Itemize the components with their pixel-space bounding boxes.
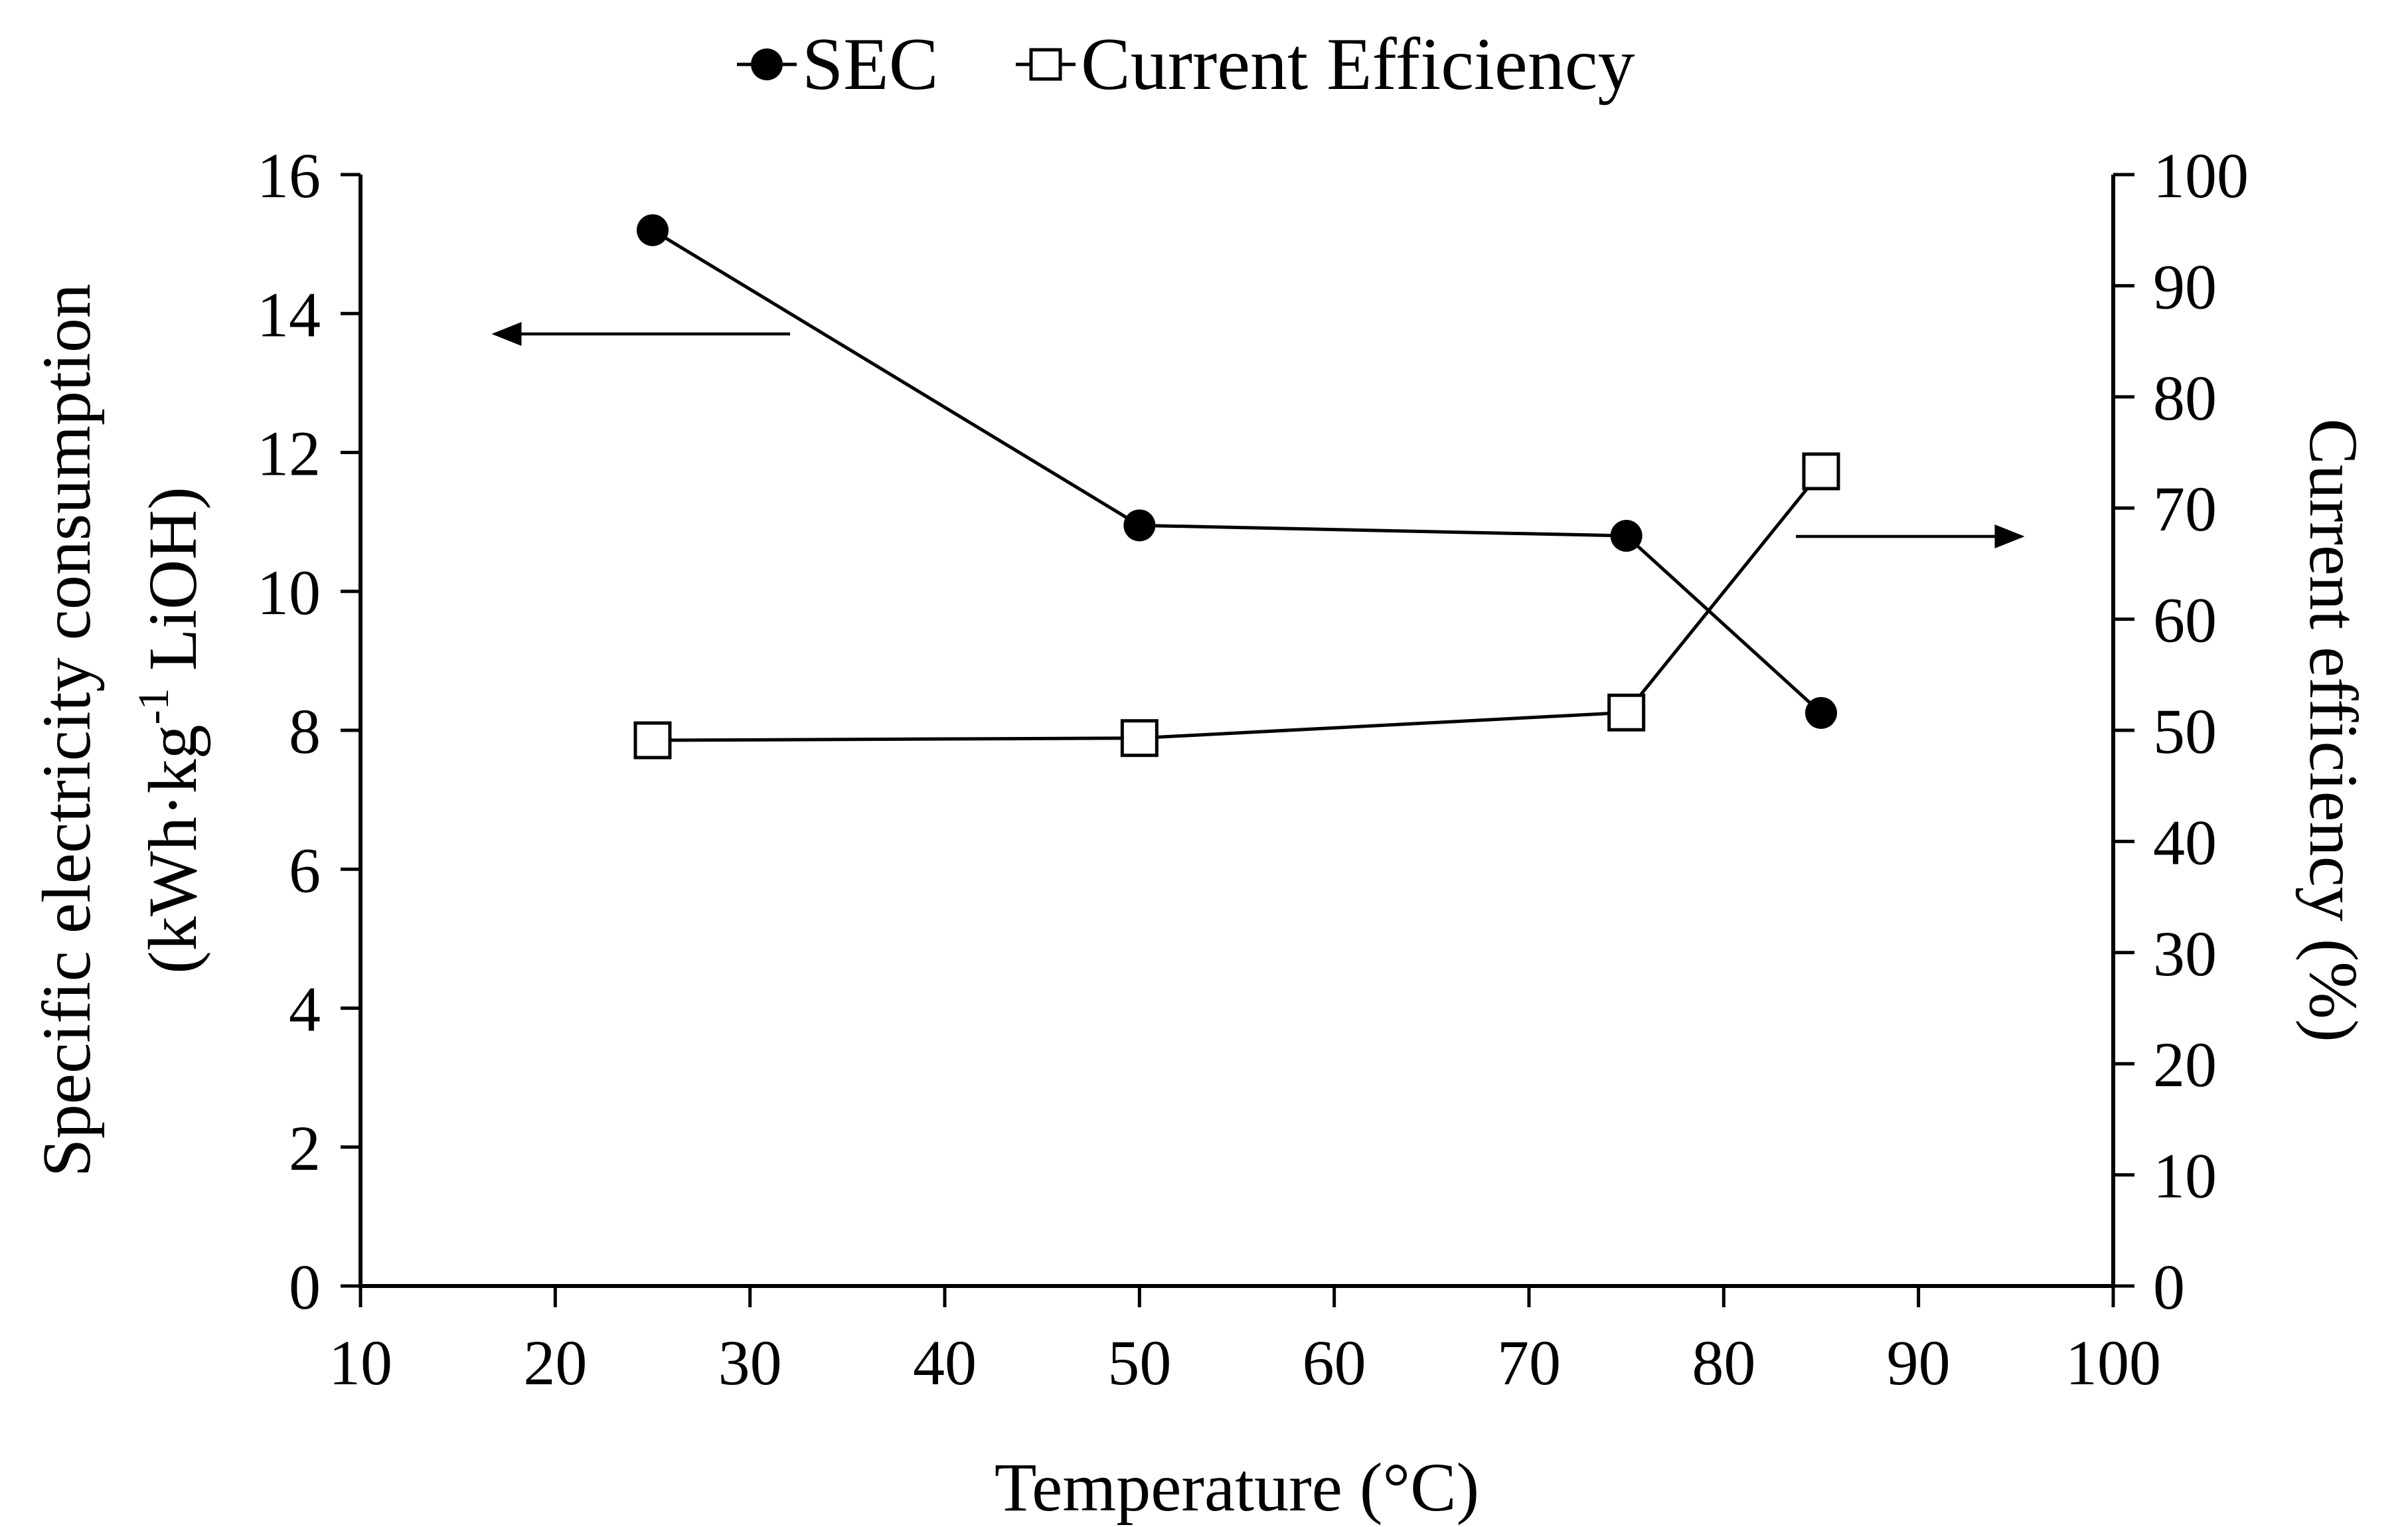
legend-ce-label: Current Efficiency: [1081, 23, 1635, 106]
axes: [359, 175, 2115, 1288]
series-layer: [633, 214, 1840, 760]
legend-ce-marker: [1029, 48, 1062, 81]
y-axis-left-title-unit: (kWh·kg-1 LiOH): [129, 487, 211, 974]
y-axis-left-unit-sup: -1: [129, 688, 178, 724]
y-tick-label: 8: [289, 696, 321, 767]
x-tick-label: 20: [523, 1327, 587, 1398]
y-axis-right-title: Current efficiency (%): [2295, 418, 2371, 1042]
x-axis-title: Temperature (°C): [995, 1449, 1479, 1526]
sec-point: [637, 214, 669, 246]
current-efficiency-point: [1802, 452, 1840, 491]
annotations: [491, 322, 2025, 548]
x-tick-label: 80: [1692, 1327, 1755, 1398]
y2-tick-label: 70: [2153, 473, 2217, 544]
y2-tick-label: 40: [2153, 807, 2217, 878]
y-ticks-left: 0 2 4 6 8 10 12 14 16: [257, 140, 361, 1323]
current-efficiency-point: [1120, 719, 1159, 758]
x-tick-label: 50: [1107, 1327, 1171, 1398]
y-axis-left-unit-pre: (kWh·kg: [135, 724, 211, 973]
x-tick-label: 90: [1887, 1327, 1951, 1398]
y2-tick-label: 30: [2153, 918, 2217, 989]
y-tick-label: 0: [289, 1251, 321, 1323]
sec-series-line: [651, 228, 1822, 714]
legend: SEC Current Efficiency: [737, 23, 1635, 106]
y2-tick-label: 90: [2153, 251, 2217, 322]
y2-tick-label: 20: [2153, 1029, 2217, 1100]
x-tick-label: 60: [1303, 1327, 1366, 1398]
y-ticks-right: 0 10 20 30 40 50 60 70 80 90 100: [2113, 140, 2249, 1323]
y-tick-label: 10: [257, 557, 321, 628]
y2-tick-label: 50: [2153, 696, 2217, 767]
y2-tick-label: 100: [2153, 140, 2249, 211]
y2-tick-label: 0: [2153, 1251, 2185, 1323]
current-efficiency-point: [633, 721, 672, 760]
y-axis-left-title: Specific electricity consumption: [29, 283, 105, 1177]
x-tick-label: 10: [329, 1327, 392, 1398]
x-tick-label: 100: [2065, 1327, 2161, 1398]
y-tick-label: 14: [257, 279, 321, 350]
x-tick-label: 40: [913, 1327, 977, 1398]
y-tick-label: 4: [289, 974, 321, 1045]
sec-point: [1805, 696, 1837, 729]
y-tick-label: 6: [289, 835, 321, 906]
x-tick-label: 70: [1497, 1327, 1561, 1398]
current-efficiency-series-line: [652, 470, 1822, 742]
legend-sec-label: SEC: [802, 23, 938, 106]
y-tick-label: 16: [257, 140, 321, 211]
sec-point: [1123, 509, 1156, 542]
y-axis-left-unit-post: LiOH): [135, 487, 211, 688]
y2-tick-label: 10: [2153, 1141, 2217, 1212]
legend-sec-marker: [751, 48, 783, 80]
current-efficiency-point: [1607, 693, 1646, 732]
sec-point: [1610, 520, 1643, 552]
x-ticks: 10 20 30 40 50 60 70 80 90 100: [329, 1286, 2161, 1398]
x-tick-label: 30: [718, 1327, 782, 1398]
y-tick-label: 12: [257, 418, 321, 489]
y2-tick-label: 60: [2153, 585, 2217, 656]
y-tick-label: 2: [289, 1113, 321, 1184]
y2-tick-label: 80: [2153, 362, 2217, 434]
